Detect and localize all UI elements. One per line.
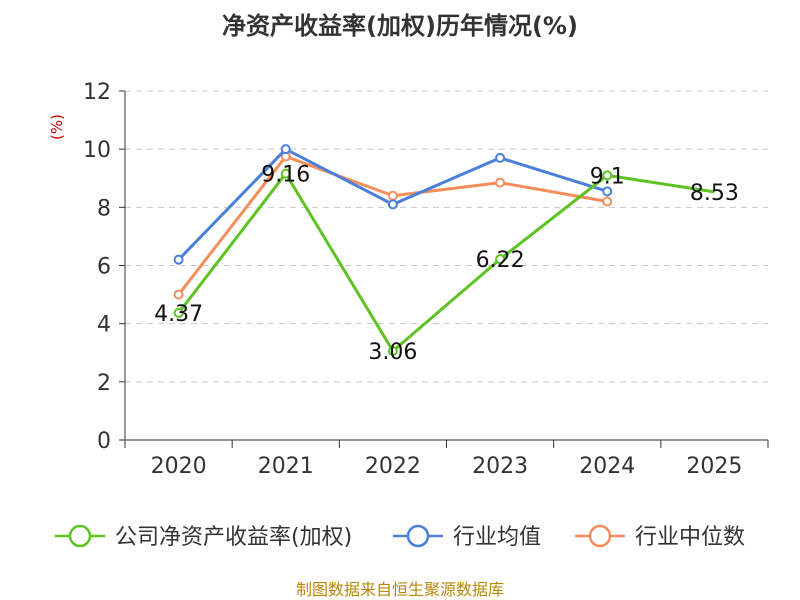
point-2-2022 bbox=[387, 190, 398, 201]
point-0-2022 bbox=[387, 346, 398, 357]
x-tick-label-2023: 2023 bbox=[472, 454, 528, 479]
point-2-2020 bbox=[173, 289, 184, 300]
y-tick-label-8: 8 bbox=[97, 196, 111, 221]
data-labels: 4.37 9.16 3.06 6.22 9.1 8.53 bbox=[154, 163, 739, 365]
legend-item-1: 行业均值 bbox=[393, 524, 541, 550]
legend-item-2: 行业中位数 bbox=[575, 524, 745, 550]
point-1-2021 bbox=[280, 144, 291, 155]
legend-swatch-marker-0 bbox=[68, 524, 92, 548]
legend: 公司净资产收益率(加权) 行业均值 行业中位数 bbox=[55, 524, 745, 550]
x-tick-label-2024: 2024 bbox=[579, 454, 635, 479]
data-label-2024: 9.1 bbox=[590, 164, 625, 189]
data-label-2021: 9.16 bbox=[261, 163, 310, 188]
point-2-2024 bbox=[602, 196, 613, 207]
legend-label-1: 行业均值 bbox=[453, 525, 541, 550]
data-label-2025: 8.53 bbox=[690, 181, 739, 206]
data-label-2022: 3.06 bbox=[368, 340, 417, 365]
legend-swatch-marker-2 bbox=[588, 524, 612, 548]
point-1-2023 bbox=[495, 152, 506, 163]
legend-item-0: 公司净资产收益率(加权) bbox=[55, 524, 352, 550]
point-0-2024 bbox=[602, 170, 613, 181]
series-group bbox=[173, 144, 715, 357]
data-label-2023: 6.22 bbox=[476, 248, 525, 273]
y-tick-label-12: 12 bbox=[83, 80, 111, 105]
series-0 bbox=[173, 168, 715, 357]
point-0-2020 bbox=[173, 307, 184, 318]
gridlines bbox=[125, 90, 768, 383]
series-2 bbox=[173, 151, 613, 300]
y-axis-unit-label: (%) bbox=[48, 114, 66, 140]
legend-label-0: 公司净资产收益率(加权) bbox=[115, 525, 352, 550]
y-tick-label-2: 2 bbox=[97, 371, 111, 396]
series-1 bbox=[173, 144, 613, 265]
x-tick-label-2022: 2022 bbox=[365, 454, 421, 479]
point-1-2022 bbox=[387, 199, 398, 210]
legend-label-2: 行业中位数 bbox=[635, 525, 745, 550]
point-2-2023 bbox=[495, 177, 506, 188]
y-tick-label-4: 4 bbox=[97, 313, 111, 338]
chart-title: 净资产收益率(加权)历年情况(%) bbox=[222, 12, 578, 40]
x-tick-label-2021: 2021 bbox=[258, 454, 314, 479]
y-tick-label-6: 6 bbox=[97, 255, 111, 280]
point-1-2024 bbox=[602, 186, 613, 197]
data-label-2020: 4.37 bbox=[154, 302, 203, 327]
axes: 0 2 4 6 8 10 12 2020 2021 2022 2023 2024 2025 bbox=[83, 80, 769, 479]
source-note: 制图数据来自恒生聚源数据库 bbox=[296, 580, 504, 599]
x-tick-label-2025: 2025 bbox=[686, 454, 742, 479]
y-tick-label-10: 10 bbox=[83, 138, 111, 163]
x-tick-label-2020: 2020 bbox=[151, 454, 207, 479]
y-tick-label-0: 0 bbox=[97, 429, 111, 454]
point-1-2020 bbox=[173, 254, 184, 265]
series-line-0 bbox=[177, 172, 715, 353]
point-0-2023 bbox=[495, 254, 506, 265]
legend-swatch-marker-1 bbox=[406, 524, 430, 548]
point-0-2021 bbox=[280, 168, 291, 179]
